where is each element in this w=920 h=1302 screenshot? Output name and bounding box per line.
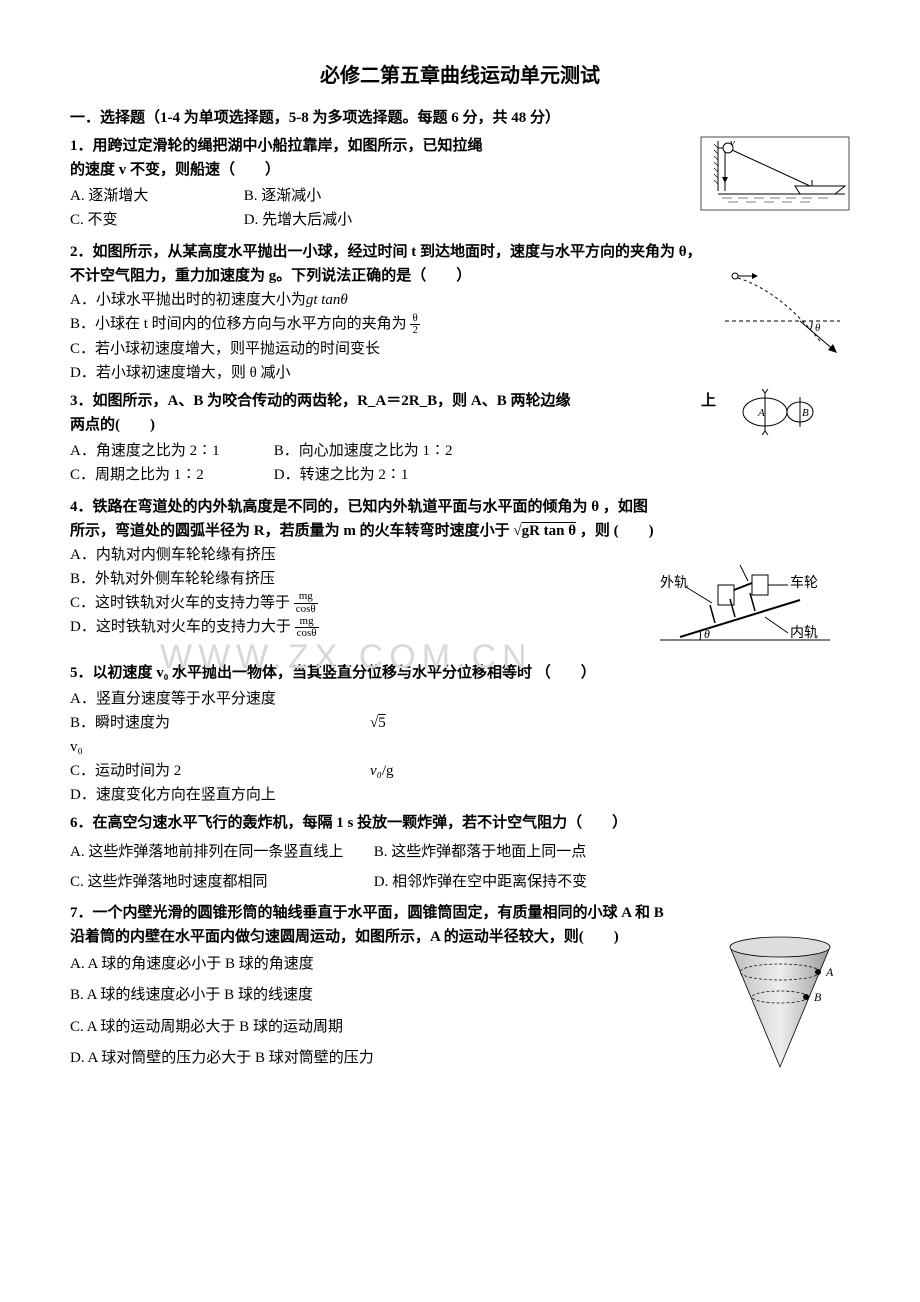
question-7: 7．一个内壁光滑的圆锥形筒的轴线垂直于水平面，圆锥筒固定，有质量相同的小球 A … (70, 901, 850, 1079)
q5-opt-a: A．竖直分速度等于水平分速度 (70, 687, 350, 711)
q3-opt-b: B．向心加速度之比为 1∶2 (274, 439, 454, 463)
q4-figure: θ 外轨 车轮 内轨 (640, 545, 850, 655)
svg-text:v: v (730, 137, 735, 149)
q1-opt-a: A. 逐渐增大 (70, 184, 220, 208)
q2-opt-d: D．若小球初速度增大，则 θ 减小 (70, 361, 850, 385)
q3-opt-d: D．转速之比为 2∶1 (274, 463, 454, 487)
svg-text:A: A (757, 407, 765, 419)
q7-stem-line1: 7．一个内壁光滑的圆锥形筒的轴线垂直于水平面，圆锥筒固定，有质量相同的小球 A … (70, 905, 664, 921)
q4-stem-line1: 4．铁路在弯道处的内外轨高度是不同的，已知内外轨道平面与水平面的倾角为 θ ，如… (70, 499, 648, 515)
q4-wheel-label: 车轮 (790, 574, 818, 591)
q3-opt-c: C．周期之比为 1∶2 (70, 463, 250, 487)
svg-text:θ: θ (815, 322, 821, 334)
q1-figure: v (700, 136, 850, 211)
question-6: 6．在高空匀速水平飞行的轰炸机，每隔 1 s 投放一颗炸弹，若不计空气阻力（ ）… (70, 811, 850, 897)
q4-outer-label: 外轨 (660, 575, 688, 591)
q4-stem-line2: 所示，弯道处的圆弧半径为 R，若质量为 m 的火车转弯时速度小于 √gR tan… (70, 523, 654, 539)
q3-stem-line2: 两点的( ) (70, 417, 155, 433)
q6-opt-c: C. 这些炸弹落地时速度都相同 (70, 867, 350, 897)
q7-figure: A B (710, 927, 850, 1077)
q5-options: A．竖直分速度等于水平分速度 B．瞬时速度为√5v₀ C．运动时间为 2v₀/g… (70, 687, 850, 807)
q6-options: A. 这些炸弹落地前排列在同一条竖直线上 B. 这些炸弹都落于地面上同一点 C.… (70, 837, 850, 897)
q3-tail: 上 (701, 389, 716, 413)
svg-text:B: B (802, 407, 809, 419)
q6-opt-a: A. 这些炸弹落地前排列在同一条竖直线上 (70, 837, 350, 867)
q1-opt-d: D. 先增大后减小 (244, 208, 394, 232)
q2-stem-line2: 不计空气阻力，重力加速度为 g。下列说法正确的是（ ） (70, 268, 471, 284)
question-3: A B 3．如图所示，A、B 为咬合传动的两齿轮，R_A＝2R_B，则 A、B … (70, 389, 850, 491)
q6-stem: 6．在高空匀速水平飞行的轰炸机，每隔 1 s 投放一颗炸弹，若不计空气阻力（ ） (70, 815, 627, 831)
q7-stem-line2: 沿着筒的内壁在水平面内做匀速圆周运动，如图所示，A 的运动半径较大，则( ) (70, 929, 619, 945)
q2-figure: θ (720, 266, 850, 361)
page-title: 必修二第五章曲线运动单元测试 (70, 60, 850, 92)
question-2: 2．如图所示，从某高度水平抛出一小球，经过时间 t 到达地面时，速度与水平方向的… (70, 240, 850, 385)
q7-label-a: A (825, 965, 834, 979)
q5-opt-d: D．速度变化方向在竖直方向上 (70, 783, 350, 807)
question-1: v 1．用跨过定滑轮的绳把湖中小船拉靠岸，如图所示，已知拉绳 的速度 v 不变，… (70, 134, 850, 236)
question-4: 4．铁路在弯道处的内外轨高度是不同的，已知内外轨道平面与水平面的倾角为 θ ，如… (70, 495, 850, 657)
q5-opt-b: B．瞬时速度为√5v₀ (70, 711, 830, 759)
q4-inner-label: 内轨 (790, 625, 818, 641)
question-5: 5．以初速度 v₀ 水平抛出一物体，当其竖直分位移与水平分位移相等时 （ ） A… (70, 661, 850, 807)
q1-stem-line2: 的速度 v 不变，则船速（ ） (70, 162, 280, 178)
q3-options: A．角速度之比为 2∶1 B．向心加速度之比为 1∶2 C．周期之比为 1∶2 … (70, 439, 850, 487)
q2-stem-line1: 2．如图所示，从某高度水平抛出一小球，经过时间 t 到达地面时，速度与水平方向的… (70, 244, 702, 260)
q6-opt-d: D. 相邻炸弹在空中距离保持不变 (374, 867, 654, 897)
q3-figure: A B (730, 385, 850, 440)
q3-opt-a: A．角速度之比为 2∶1 (70, 439, 250, 463)
q6-opt-b: B. 这些炸弹都落于地面上同一点 (374, 837, 654, 867)
section-heading: 一．选择题（1-4 为单项选择题，5-8 为多项选择题。每题 6 分，共 48 … (70, 106, 850, 130)
q7-label-b: B (814, 990, 822, 1004)
q1-opt-c: C. 不变 (70, 208, 220, 232)
q3-stem-line1: 3．如图所示，A、B 为咬合传动的两齿轮，R_A＝2R_B，则 A、B 两轮边缘 (70, 393, 570, 409)
q1-stem-line1: 1．用跨过定滑轮的绳把湖中小船拉靠岸，如图所示，已知拉绳 (70, 138, 483, 154)
q5-opt-c: C．运动时间为 2v₀/g (70, 759, 682, 783)
q5-stem: 5．以初速度 v₀ 水平抛出一物体，当其竖直分位移与水平分位移相等时 （ ） (70, 665, 596, 681)
q4-theta-label: θ (704, 627, 710, 641)
q1-opt-b: B. 逐渐减小 (244, 184, 394, 208)
